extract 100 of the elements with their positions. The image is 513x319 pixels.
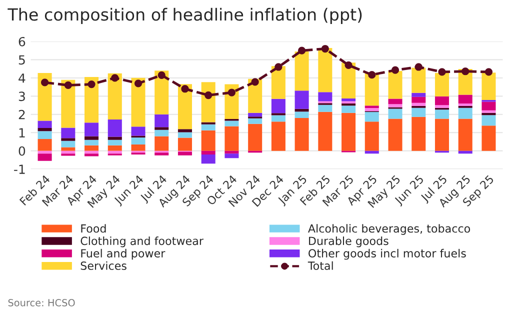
bar: [482, 115, 496, 126]
legend-label: Services: [80, 261, 126, 270]
bar: [201, 130, 216, 151]
bar: [271, 122, 286, 151]
bar: [482, 102, 496, 110]
point: [484, 68, 493, 76]
legend-label: Food: [81, 224, 106, 233]
bar: [131, 144, 146, 151]
bar: [248, 124, 262, 151]
bar: [294, 108, 309, 112]
point: [274, 63, 282, 71]
bar: [248, 118, 262, 124]
point: [414, 63, 422, 71]
legend-label: Clothing and footwear: [80, 236, 204, 248]
point: [344, 61, 352, 69]
bar: [434, 73, 449, 96]
bar: [38, 138, 52, 151]
legend-label: Durable goods: [309, 236, 388, 248]
bar: [154, 130, 169, 136]
bar: [458, 94, 472, 104]
bar: [412, 102, 426, 106]
bar: [201, 124, 216, 130]
bar: [248, 112, 262, 117]
legend-label: Other goods incl motor fuels: [308, 248, 466, 260]
y-tick-label: 3: [18, 92, 25, 102]
point: [228, 88, 236, 96]
bar: [61, 80, 76, 128]
bar: [178, 152, 192, 156]
bar: [108, 150, 122, 154]
bar: [224, 120, 239, 126]
bar: [201, 154, 216, 164]
bar: [154, 136, 169, 151]
y-tick-label: -1: [14, 164, 25, 174]
bar: [131, 138, 146, 144]
bar: [294, 90, 309, 109]
bar: [108, 145, 122, 151]
bar: [108, 140, 122, 146]
bar: [318, 112, 332, 151]
bar: [482, 126, 496, 151]
bar: [224, 150, 239, 154]
point: [134, 80, 142, 88]
point: [64, 81, 72, 90]
bar: [38, 73, 52, 121]
bar: [38, 131, 52, 139]
bar: [38, 128, 52, 132]
bar: [178, 84, 192, 130]
bar: [224, 126, 239, 151]
bar: [61, 128, 76, 138]
legend-label: Total: [308, 261, 333, 270]
bar: [342, 103, 356, 106]
bar: [84, 145, 99, 151]
chart-title: The composition of headline inflation (ppt): [8, 8, 362, 24]
bar: [458, 150, 472, 154]
bar: [388, 108, 402, 119]
bar: [271, 98, 286, 114]
bar: [38, 154, 52, 161]
point: [204, 91, 212, 100]
bar: [84, 77, 99, 123]
bar: [364, 106, 379, 108]
point: [111, 74, 119, 82]
bar: [388, 98, 402, 104]
bar: [364, 150, 379, 154]
point: [158, 71, 166, 80]
bar: [412, 68, 426, 93]
y-tick-label: 1: [19, 128, 25, 138]
bar: [434, 96, 449, 106]
bar: [412, 108, 426, 117]
bar: [388, 104, 402, 108]
bar: [154, 127, 169, 130]
bar: [342, 112, 356, 151]
bar: [84, 140, 99, 146]
bar: [131, 126, 146, 136]
point: [298, 46, 306, 54]
bar: [458, 103, 472, 106]
point: [251, 78, 259, 86]
bar: [482, 110, 496, 113]
bar: [61, 140, 76, 148]
bar: [388, 118, 402, 151]
bar: [271, 66, 286, 99]
y-tick-label: 6: [18, 36, 26, 46]
bar: [84, 150, 99, 154]
bar: [364, 112, 379, 122]
bar: [84, 122, 99, 136]
bar: [318, 92, 332, 102]
bar: [294, 118, 309, 151]
y-tick-label: 0: [18, 146, 26, 156]
point: [40, 78, 49, 86]
bar: [458, 118, 472, 151]
bar: [38, 120, 52, 128]
bar: [434, 118, 449, 151]
bar: [364, 108, 379, 112]
bar: [412, 96, 426, 103]
bar: [412, 92, 426, 97]
bar: [412, 116, 426, 151]
point: [438, 68, 446, 76]
bar: [61, 150, 76, 154]
bar: [108, 136, 122, 140]
bar: [38, 150, 52, 154]
bar: [61, 138, 76, 141]
point: [368, 71, 376, 79]
